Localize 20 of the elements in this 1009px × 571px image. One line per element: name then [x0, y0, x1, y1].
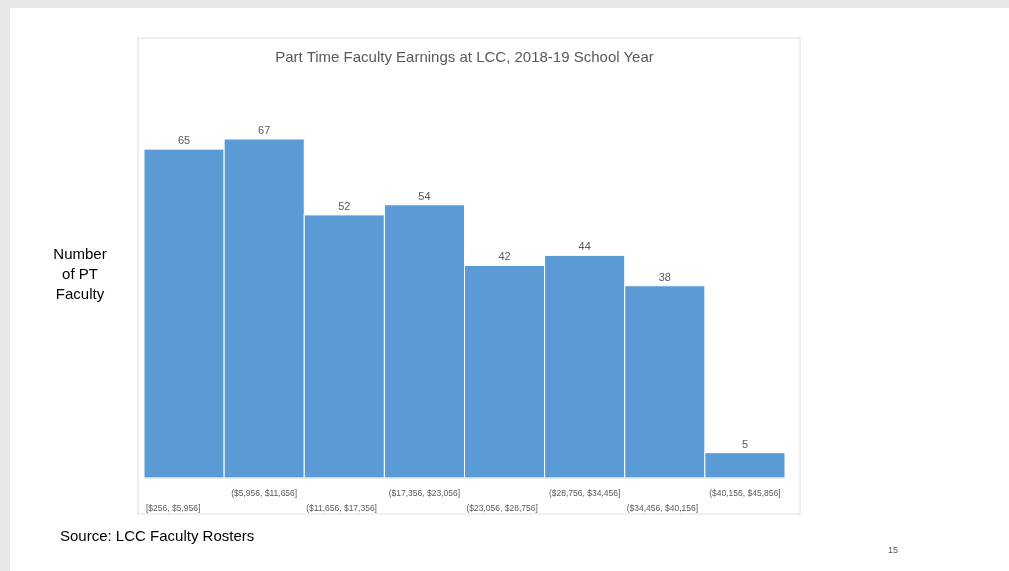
- data-label: 54: [418, 189, 431, 202]
- x-tick-label: ($11,656, $17,356]: [306, 503, 377, 513]
- data-label: 52: [338, 199, 351, 212]
- x-tick-label: [$256, $5,956]: [146, 503, 201, 513]
- data-label: 67: [258, 124, 271, 136]
- data-label: 65: [177, 134, 191, 147]
- data-label: 44: [578, 240, 591, 253]
- x-tick-label: ($5,956, $11,656]: [231, 488, 298, 498]
- chart-title: Part Time Faculty Earnings at LCC, 2018-19 School Year: [275, 48, 654, 65]
- data-label: 5: [741, 437, 748, 450]
- text: 15: [887, 545, 899, 555]
- x-tick-label: ($34,456, $40,156]: [626, 503, 699, 513]
- y-axis-title: Number of PT Faculty: [53, 245, 107, 302]
- x-tick-label: ($28,756, $34,456]: [549, 488, 621, 498]
- data-label: 42: [498, 250, 511, 263]
- x-tick-label: ($23,056, $28,756]: [466, 503, 538, 513]
- source-note: Source: LCC Faculty Rosters: [60, 527, 255, 544]
- x-tick-label: ($40,156, $45,856]: [709, 488, 781, 498]
- x-tick-label: ($17,356, $23,056]: [388, 488, 461, 498]
- data-label: 38: [658, 270, 671, 283]
